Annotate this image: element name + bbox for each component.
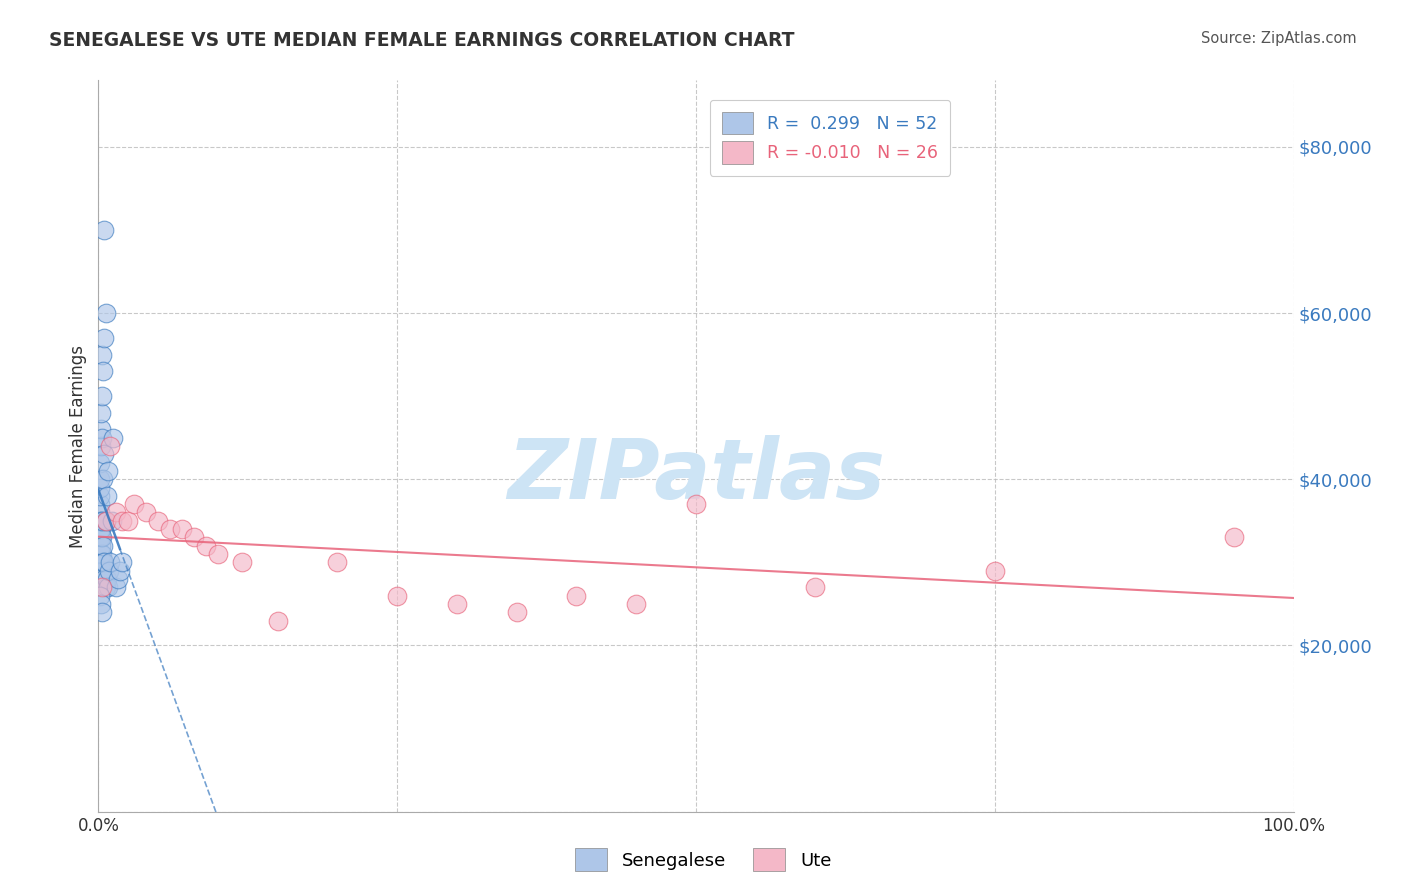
Point <box>108 564 131 578</box>
Point <box>94 514 117 528</box>
Point <box>96 572 118 586</box>
Point <box>111 514 134 528</box>
Point <box>91 389 114 403</box>
Y-axis label: Median Female Earnings: Median Female Earnings <box>69 344 87 548</box>
Text: ZIPatlas: ZIPatlas <box>508 434 884 516</box>
Point <box>111 555 134 569</box>
Point <box>446 597 468 611</box>
Point <box>267 614 290 628</box>
Point <box>326 555 349 569</box>
Point <box>91 555 114 569</box>
Point <box>183 530 205 544</box>
Point <box>90 539 112 553</box>
Point <box>91 530 114 544</box>
Point <box>90 530 112 544</box>
Point <box>91 431 114 445</box>
Text: Source: ZipAtlas.com: Source: ZipAtlas.com <box>1201 31 1357 46</box>
Point <box>90 597 112 611</box>
Point <box>685 497 707 511</box>
Point <box>107 572 129 586</box>
Point <box>135 506 157 520</box>
Legend: R =  0.299   N = 52, R = -0.010   N = 26: R = 0.299 N = 52, R = -0.010 N = 26 <box>710 100 950 176</box>
Point <box>89 530 111 544</box>
Point <box>93 223 115 237</box>
Point <box>90 522 112 536</box>
Point <box>105 506 128 520</box>
Point <box>117 514 139 528</box>
Point <box>98 564 121 578</box>
Point <box>90 422 112 436</box>
Point <box>93 555 115 569</box>
Point <box>91 580 114 594</box>
Point <box>89 489 111 503</box>
Point <box>91 564 114 578</box>
Point <box>98 439 122 453</box>
Point <box>148 514 170 528</box>
Point <box>94 306 117 320</box>
Point <box>89 514 111 528</box>
Point <box>105 580 128 594</box>
Point <box>89 456 111 470</box>
Point <box>124 497 146 511</box>
Point <box>93 447 115 461</box>
Point <box>89 522 111 536</box>
Point <box>98 555 122 569</box>
Point <box>159 522 181 536</box>
Point <box>97 580 120 594</box>
Point <box>91 555 114 569</box>
Point <box>565 589 588 603</box>
Point <box>101 431 124 445</box>
Point <box>506 605 529 619</box>
Point <box>626 597 648 611</box>
Point <box>89 497 111 511</box>
Point <box>984 564 1007 578</box>
Point <box>91 347 114 362</box>
Point <box>91 472 114 486</box>
Point <box>90 547 112 561</box>
Point <box>1223 530 1246 544</box>
Point <box>89 472 111 486</box>
Point <box>90 406 112 420</box>
Point <box>90 514 112 528</box>
Point <box>89 481 111 495</box>
Point <box>91 605 114 619</box>
Point <box>94 580 117 594</box>
Point <box>231 555 253 569</box>
Point <box>91 539 114 553</box>
Point <box>89 589 111 603</box>
Point <box>172 522 194 536</box>
Point <box>804 580 827 594</box>
Legend: Senegalese, Ute: Senegalese, Ute <box>568 841 838 879</box>
Point <box>91 364 114 378</box>
Point <box>207 547 229 561</box>
Point <box>91 514 114 528</box>
Text: SENEGALESE VS UTE MEDIAN FEMALE EARNINGS CORRELATION CHART: SENEGALESE VS UTE MEDIAN FEMALE EARNINGS… <box>49 31 794 50</box>
Point <box>94 514 117 528</box>
Point <box>96 489 118 503</box>
Point <box>100 514 122 528</box>
Point <box>93 331 115 345</box>
Point <box>93 572 115 586</box>
Point <box>89 506 111 520</box>
Point <box>195 539 218 553</box>
Point <box>385 589 409 603</box>
Point <box>90 439 112 453</box>
Point <box>91 547 114 561</box>
Point <box>97 464 120 478</box>
